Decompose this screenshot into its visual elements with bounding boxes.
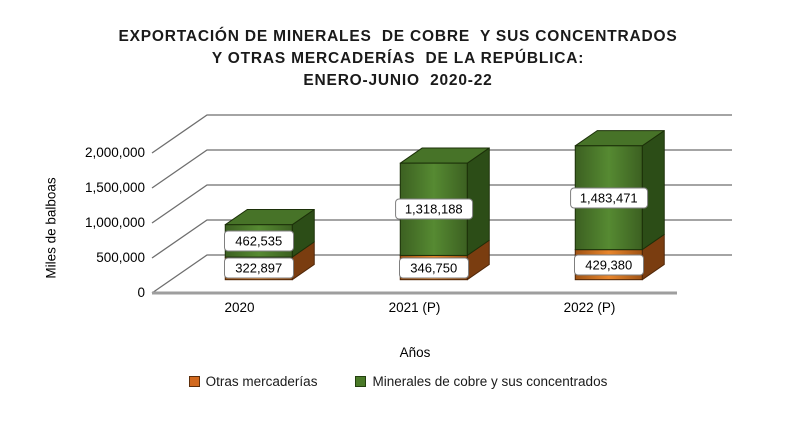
value-label: 1,483,471 xyxy=(569,187,648,209)
value-label: 346,750 xyxy=(398,257,469,279)
legend-swatch-otras-mercaderias xyxy=(188,376,200,387)
value-label: 462,535 xyxy=(223,230,294,252)
gridline xyxy=(151,254,732,294)
value-label: 322,897 xyxy=(223,257,294,279)
x-category-label: 2020 xyxy=(224,300,255,315)
legend: Otras mercaderías Minerales de cobre y s… xyxy=(0,374,796,389)
gridline xyxy=(151,114,732,154)
x-category-label: 2022 (P) xyxy=(563,300,616,315)
gridline xyxy=(151,219,732,259)
y-tick-label: 1,500,000 xyxy=(84,180,145,195)
x-axis-title: Años xyxy=(399,345,431,360)
x-category-label: 2021 (P) xyxy=(388,300,441,315)
value-label: 429,380 xyxy=(573,254,644,276)
legend-label-otras-mercaderias: Otras mercaderías xyxy=(205,374,318,389)
y-axis-title: Miles de balboas xyxy=(43,177,59,279)
chart-title-line3: ENERO-JUNIO 2020-22 xyxy=(303,72,493,89)
value-label: 1,318,188 xyxy=(394,198,473,220)
chart-title-line2: Y OTRAS MERCADERÍAS DE LA REPÚBLICA: xyxy=(211,50,585,67)
chart-title: EXPORTACIÓN DE MINERALES DE COBRE Y SUS … xyxy=(0,26,796,92)
y-tick-label: 2,000,000 xyxy=(84,145,145,160)
chart-title-line1: EXPORTACIÓN DE MINERALES DE COBRE Y SUS … xyxy=(118,28,678,45)
y-tick-label: 0 xyxy=(137,285,145,300)
gridline xyxy=(151,184,732,224)
gridline xyxy=(151,149,732,189)
y-tick-label: 500,000 xyxy=(96,250,145,265)
legend-item-otras-mercaderias: Otras mercaderías xyxy=(188,374,318,389)
legend-label-minerales-cobre: Minerales de cobre y sus concentrados xyxy=(372,374,608,389)
legend-item-minerales-cobre: Minerales de cobre y sus concentrados xyxy=(355,374,607,389)
legend-swatch-minerales-cobre xyxy=(355,376,367,387)
y-tick-label: 1,000,000 xyxy=(84,215,145,230)
